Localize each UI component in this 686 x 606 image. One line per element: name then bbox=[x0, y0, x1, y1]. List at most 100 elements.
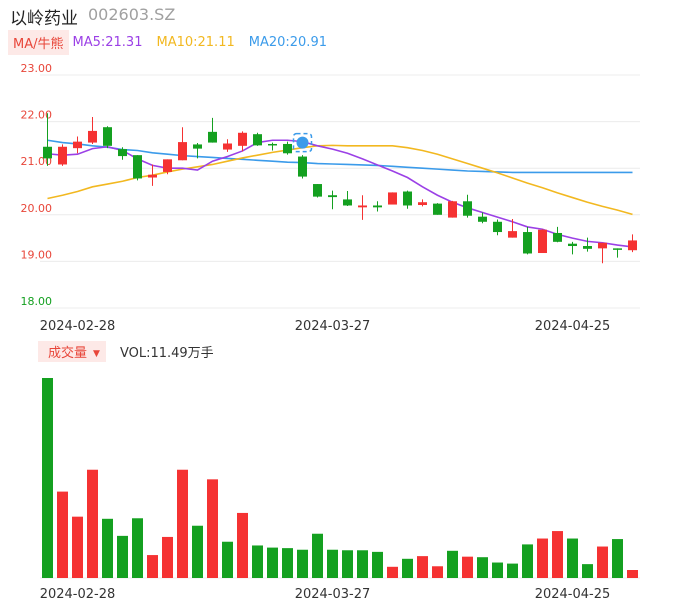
volume-bar bbox=[357, 550, 368, 578]
candle-body bbox=[493, 221, 502, 233]
candle-body bbox=[433, 203, 442, 215]
candle-body bbox=[43, 146, 52, 159]
ma10-label: MA10:21.11 bbox=[156, 34, 235, 50]
price-date-tick-label: 2024-04-25 bbox=[535, 319, 611, 334]
candle-body bbox=[358, 205, 367, 208]
volume-bar bbox=[567, 538, 578, 578]
volume-bar bbox=[132, 518, 143, 578]
caret-down-icon: ▼ bbox=[93, 348, 100, 359]
price-date-tick-label: 2024-03-27 bbox=[295, 319, 371, 334]
volume-bar bbox=[537, 538, 548, 578]
volume-bar bbox=[87, 469, 98, 578]
volume-bar bbox=[582, 564, 593, 578]
candle-body bbox=[163, 159, 172, 172]
volume-indicator-button[interactable]: 成交量 ▼ bbox=[38, 340, 106, 362]
ma5-label: MA5:21.31 bbox=[72, 34, 143, 50]
price-axis-tick-label: 20.00 bbox=[21, 202, 53, 215]
volume-bar bbox=[222, 541, 233, 578]
candle-body bbox=[238, 132, 247, 146]
candle-body bbox=[523, 232, 532, 254]
candle-body bbox=[343, 199, 352, 206]
volume-date-tick-label: 2024-04-25 bbox=[535, 587, 611, 602]
ai-robot-icon bbox=[292, 132, 313, 153]
volume-bar bbox=[267, 547, 278, 578]
candle-body bbox=[598, 242, 607, 249]
volume-bar bbox=[237, 512, 248, 578]
volume-bar bbox=[177, 469, 188, 578]
volume-bar bbox=[387, 566, 398, 578]
volume-bar bbox=[102, 518, 113, 578]
volume-bar bbox=[72, 516, 83, 578]
ma10-line bbox=[47, 144, 633, 216]
candle-body bbox=[418, 202, 427, 206]
stock-name: 以岭药业 bbox=[10, 9, 78, 29]
volume-bar bbox=[627, 570, 638, 578]
volume-date-tick-label: 2024-03-27 bbox=[295, 587, 371, 602]
candle-body bbox=[388, 192, 397, 205]
volume-indicator-label: 成交量 bbox=[48, 345, 88, 361]
ai-badge-dot bbox=[296, 136, 309, 149]
volume-bar bbox=[327, 549, 338, 578]
stock-code: 002603.SZ bbox=[88, 5, 176, 24]
price-axis-tick-label: 23.00 bbox=[21, 62, 53, 75]
candle-body bbox=[283, 143, 292, 154]
candle-body bbox=[268, 143, 277, 146]
volume-bar bbox=[612, 539, 623, 578]
volume-bar bbox=[462, 556, 473, 578]
volume-bar bbox=[447, 550, 458, 578]
candle-body bbox=[478, 216, 487, 222]
volume-bar bbox=[432, 566, 443, 578]
candle-body bbox=[328, 195, 337, 198]
candle-body bbox=[118, 149, 127, 157]
candle-body bbox=[448, 201, 457, 218]
candle-body bbox=[403, 191, 412, 206]
ai-badge-frame bbox=[292, 132, 313, 153]
volume-legend: 成交量 ▼ VOL:11.49万手 bbox=[38, 340, 214, 362]
ma-legend: MA/牛熊 MA5:21.31 MA10:21.11 MA20:20.91 bbox=[8, 29, 341, 55]
candle-body bbox=[568, 243, 577, 247]
candle-body bbox=[178, 142, 187, 161]
candle-body bbox=[88, 130, 97, 143]
volume-bar bbox=[57, 491, 68, 578]
ma20-label: MA20:20.91 bbox=[248, 34, 327, 50]
candle-body bbox=[508, 231, 517, 238]
candle-body bbox=[193, 144, 202, 149]
candle-body bbox=[463, 201, 472, 216]
volume-bar bbox=[522, 544, 533, 578]
volume-bar bbox=[312, 533, 323, 578]
volume-bar bbox=[297, 549, 308, 578]
volume-bar bbox=[597, 546, 608, 578]
volume-bar bbox=[477, 557, 488, 578]
candle-body bbox=[583, 246, 592, 249]
volume-bar bbox=[417, 556, 428, 578]
price-axis-tick-label: 22.00 bbox=[21, 109, 53, 122]
candle-body bbox=[313, 184, 322, 197]
volume-bar bbox=[342, 550, 353, 578]
volume-bar bbox=[42, 378, 53, 578]
candle-body bbox=[208, 131, 217, 143]
candle-body bbox=[103, 127, 112, 146]
candle-body bbox=[373, 205, 382, 208]
candle-body bbox=[538, 229, 547, 254]
volume-value-label: VOL:11.49万手 bbox=[119, 345, 214, 361]
volume-bar bbox=[492, 562, 503, 578]
candle-body bbox=[58, 146, 67, 165]
candle-body bbox=[133, 155, 142, 179]
volume-bar bbox=[252, 545, 263, 578]
candle-body bbox=[148, 174, 157, 178]
volume-bar bbox=[402, 558, 413, 578]
candle-body bbox=[223, 143, 232, 150]
price-axis-tick-label: 18.00 bbox=[21, 295, 53, 308]
volume-bar bbox=[207, 479, 218, 578]
candle-body bbox=[298, 156, 307, 177]
candle-body bbox=[253, 134, 262, 146]
price-axis-tick-label: 19.00 bbox=[21, 248, 53, 261]
volume-bar bbox=[372, 551, 383, 578]
ma20-line bbox=[47, 139, 633, 174]
price-date-tick-label: 2024-02-28 bbox=[40, 319, 116, 334]
ma-indicator-button[interactable]: MA/牛熊 bbox=[8, 29, 69, 55]
volume-bar bbox=[162, 536, 173, 578]
volume-bar bbox=[507, 563, 518, 578]
volume-date-tick-label: 2024-02-28 bbox=[40, 587, 116, 602]
